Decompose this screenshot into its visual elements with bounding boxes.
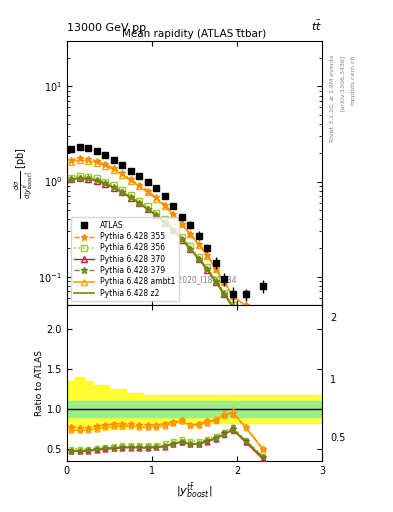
Title: Mean rapidity (ATLAS t̅tbar): Mean rapidity (ATLAS t̅tbar) [122,29,267,39]
Text: 0.5: 0.5 [330,433,345,443]
Text: [arXiv:1306.3436]: [arXiv:1306.3436] [340,54,345,111]
Text: 2: 2 [330,313,336,323]
Text: 1: 1 [330,375,336,385]
Legend: ATLAS, Pythia 6.428 355, Pythia 6.428 356, Pythia 6.428 370, Pythia 6.428 379, P: ATLAS, Pythia 6.428 355, Pythia 6.428 35… [71,217,179,302]
Text: Rivet 3.1.10, ≥ 1.9M events: Rivet 3.1.10, ≥ 1.9M events [330,54,335,142]
Text: 13000 GeV pp: 13000 GeV pp [67,23,146,33]
Y-axis label: $\frac{d\sigma}{d|y^{t\bar{t}}_{boost}|}$ [pb]: $\frac{d\sigma}{d|y^{t\bar{t}}_{boost}|}… [13,147,35,199]
X-axis label: $|y^{t\bar{t}}_{boost}|$: $|y^{t\bar{t}}_{boost}|$ [176,481,213,500]
Text: mcplots.cern.ch: mcplots.cern.ch [351,54,355,104]
Y-axis label: Ratio to ATLAS: Ratio to ATLAS [35,350,44,416]
Text: $t\bar{t}$: $t\bar{t}$ [311,19,322,33]
Text: ATLAS_2020_I1801434: ATLAS_2020_I1801434 [151,275,238,284]
